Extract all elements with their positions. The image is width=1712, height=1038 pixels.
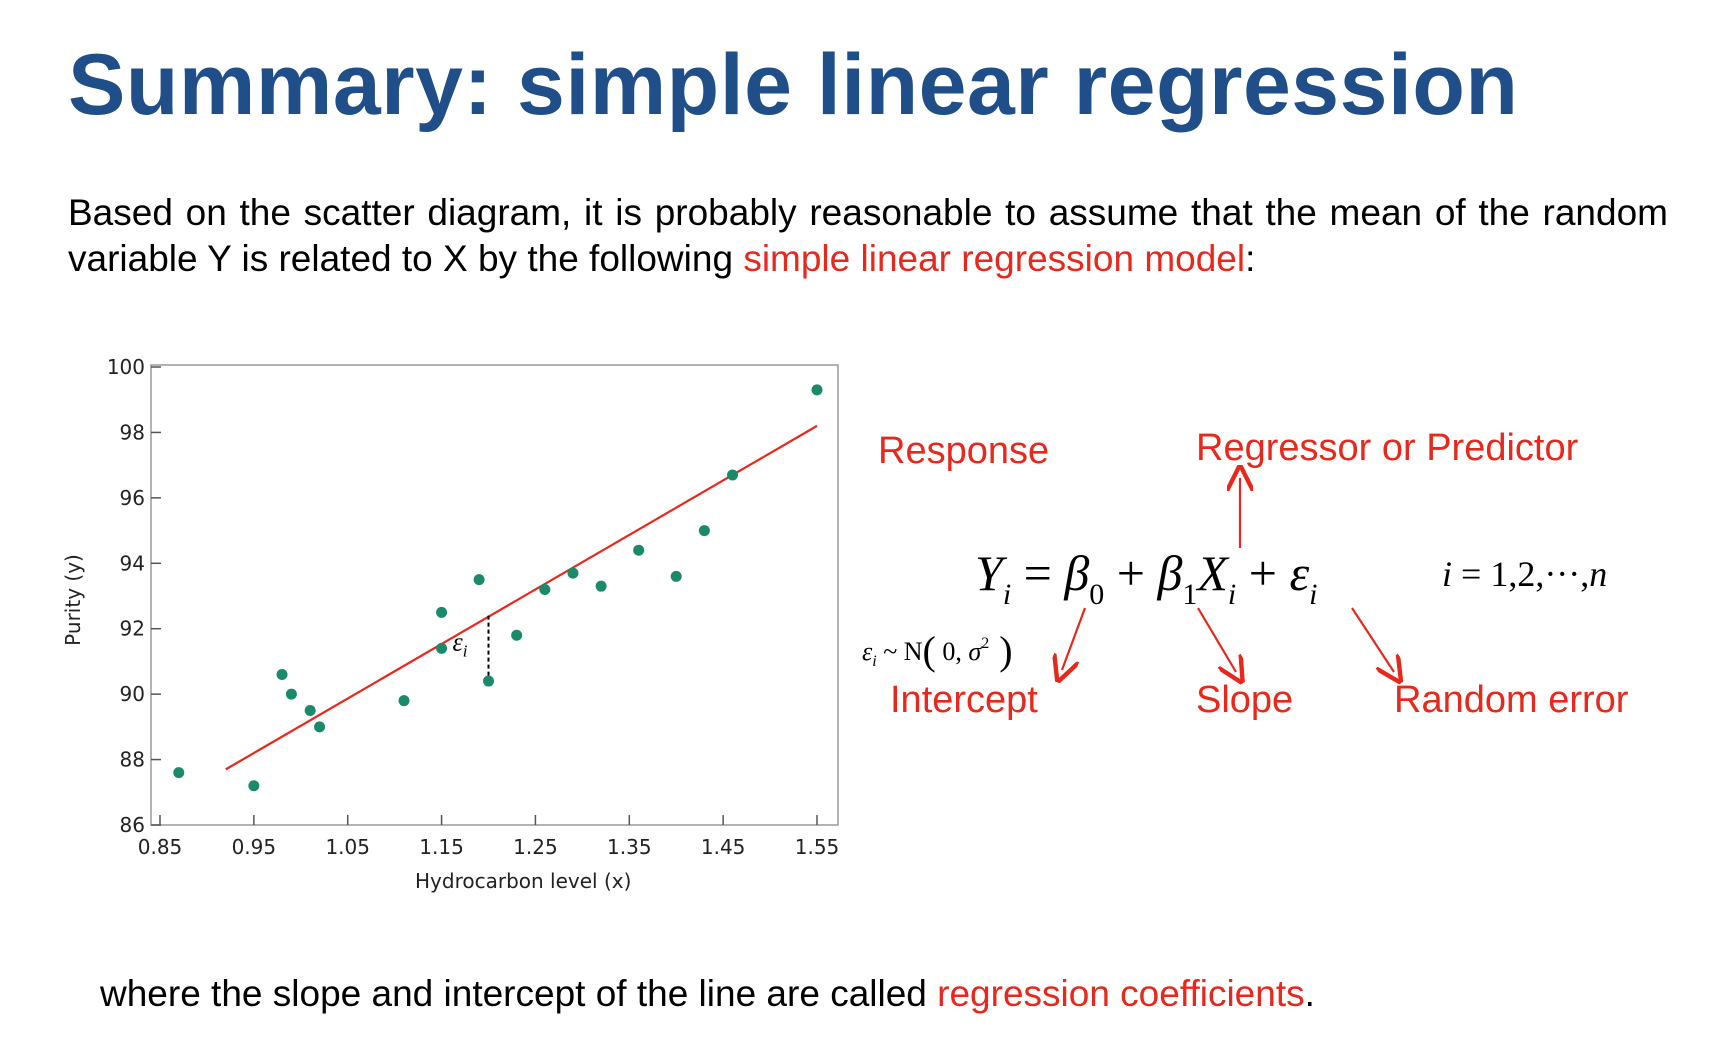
y-axis-label: Purity (y) xyxy=(61,554,85,646)
x-tick-label: 1.05 xyxy=(325,835,370,859)
intro-text: Based on the scatter diagram, it is prob… xyxy=(68,192,1668,279)
data-point xyxy=(173,767,185,779)
data-point xyxy=(304,705,316,716)
x-axis-ticks: 0.85 0.95 1.05 1.15 1.25 1.35 1.45 1.55 xyxy=(138,815,840,859)
y-tick-label: 96 xyxy=(120,486,145,510)
data-point xyxy=(473,574,485,586)
footer-text: where the slope and intercept of the lin… xyxy=(100,973,938,1014)
x-axis-label: Hydrocarbon level (x) xyxy=(415,869,631,893)
x-tick-label: 0.95 xyxy=(232,835,277,859)
y-tick-label: 98 xyxy=(120,420,145,444)
data-point xyxy=(539,583,551,595)
y-tick-label: 90 xyxy=(120,682,145,706)
data-point xyxy=(314,721,326,733)
y-tick-label: 100 xyxy=(107,355,145,379)
intro-highlight: simple linear regression model xyxy=(743,238,1246,279)
y-tick-label: 86 xyxy=(120,813,145,837)
data-point xyxy=(483,675,494,687)
scatter-chart: 0.85 0.95 1.05 1.15 1.25 1.35 1.45 1.55 86 88 90 9… xyxy=(61,355,839,893)
intro-paragraph: Based on the scatter diagram, it is prob… xyxy=(68,190,1668,282)
error-distribution: εi ~ N( 0, σ2 ) xyxy=(862,628,1013,673)
data-point xyxy=(567,567,579,579)
regression-equation: Yi = β0 + β1Xi + εi xyxy=(975,545,1318,611)
data-point xyxy=(811,384,823,396)
y-axis-ticks: 86 88 90 92 94 96 98 100 xyxy=(107,355,161,837)
y-tick-label: 94 xyxy=(120,551,145,575)
model-annotations: Response Regressor or Predictor Intercep… xyxy=(862,427,1629,721)
footer-highlight: regression coefficients xyxy=(937,973,1305,1014)
x-tick-label: 1.55 xyxy=(795,835,840,859)
regression-line xyxy=(225,424,818,771)
data-points xyxy=(173,384,823,792)
data-point xyxy=(285,688,297,700)
data-point xyxy=(276,669,288,681)
data-point xyxy=(248,780,260,792)
data-point xyxy=(398,695,410,707)
arrow-random-error xyxy=(1351,607,1394,672)
x-tick-label: 1.45 xyxy=(701,835,746,859)
x-axis-label-text: Hydrocarbon level (x) xyxy=(415,869,631,893)
data-point xyxy=(698,525,710,537)
data-point xyxy=(670,570,682,582)
data-point xyxy=(727,469,739,481)
label-response: Response xyxy=(878,430,1049,472)
x-tick-label: 1.15 xyxy=(419,835,464,859)
label-regressor: Regressor or Predictor xyxy=(1196,427,1579,469)
index-range: i = 1,2,···,n xyxy=(1442,554,1607,594)
y-tick-label: 92 xyxy=(120,617,145,641)
plot-frame xyxy=(150,364,839,826)
arrow-slope xyxy=(1197,607,1236,672)
arrow-intercept xyxy=(1062,607,1087,670)
slide-title: Summary: simple linear regression xyxy=(68,37,1519,133)
label-intercept: Intercept xyxy=(890,679,1038,721)
residual-label: εi xyxy=(453,627,468,660)
footer-paragraph: where the slope and intercept of the lin… xyxy=(100,973,1315,1015)
data-point xyxy=(436,606,448,618)
y-tick-label: 88 xyxy=(120,748,145,772)
label-slope: Slope xyxy=(1196,679,1293,721)
data-point xyxy=(633,544,645,556)
x-tick-label: 1.25 xyxy=(513,835,558,859)
y-axis-label-text: Purity (y) xyxy=(61,554,85,646)
data-point xyxy=(511,629,523,641)
data-point xyxy=(595,580,607,592)
label-random-error: Random error xyxy=(1394,679,1629,721)
data-point xyxy=(436,642,448,654)
intro-punct: : xyxy=(1245,238,1256,279)
footer-punct: . xyxy=(1304,973,1315,1014)
x-tick-label: 0.85 xyxy=(138,835,183,859)
x-tick-label: 1.35 xyxy=(607,835,652,859)
